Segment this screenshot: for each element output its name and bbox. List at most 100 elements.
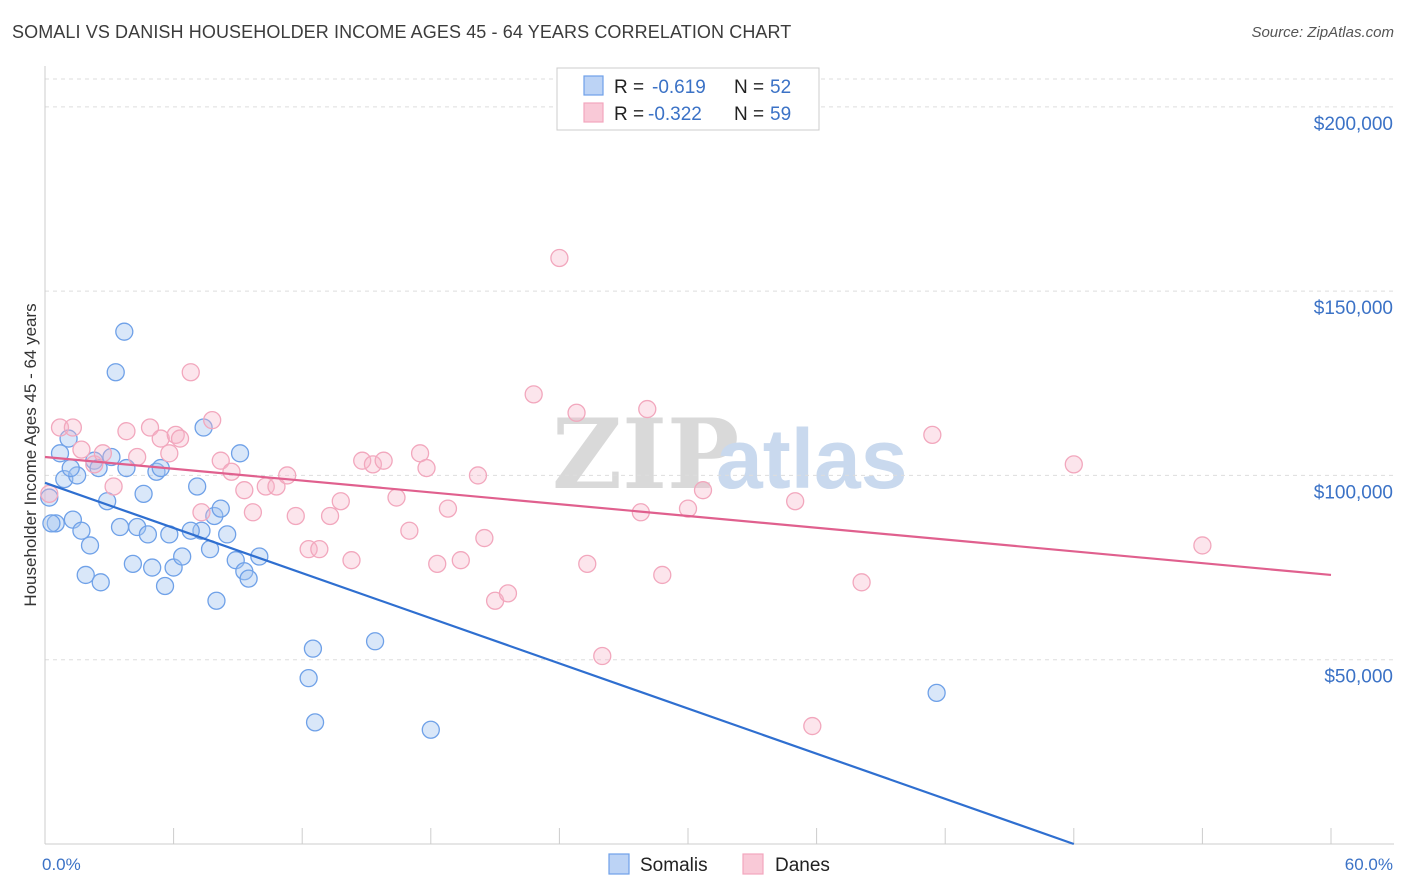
somalis-point-26 (155, 576, 175, 596)
danes-point-54 (786, 492, 805, 511)
danes-r-label: R = (614, 104, 644, 125)
somalis-trend-line (44, 481, 1075, 846)
chart-source: Source: ZipAtlas.com (1251, 24, 1394, 41)
danes-r-value: -0.322 (648, 104, 702, 125)
legend-danes-swatch-icon (742, 853, 764, 875)
stats-legend: R = -0.619 N = 52 R = -0.322 N = 59 (556, 67, 820, 131)
somalis-point-12 (91, 573, 110, 592)
somalis-point-19 (123, 554, 143, 574)
somalis-point-22 (138, 525, 158, 544)
watermark: ZIP atlas (552, 398, 907, 511)
somalis-point-9 (80, 536, 100, 555)
danes-n-value: 59 (770, 104, 791, 125)
y-tick-label-2: $150,000 (1314, 298, 1393, 319)
danes-point-8 (128, 447, 147, 467)
somalis-point-48 (927, 683, 946, 703)
somalis-point-6 (68, 466, 87, 485)
danes-point-33 (387, 488, 406, 507)
somalis-n-label: N = (734, 77, 764, 98)
tick-labels: $50,000 $100,000 $150,000 $200,000 0.0% 60.0% (42, 114, 1393, 874)
danes-n-label: N = (734, 104, 764, 125)
danes-point-28 (331, 492, 350, 511)
danes-point-7 (117, 422, 136, 441)
danes-trend-line (44, 455, 1332, 577)
somalis-point-46 (365, 632, 385, 651)
y-tick-label-0: $50,000 (1324, 667, 1393, 688)
somalis-point-29 (173, 547, 192, 566)
legend-somalis-label: Somalis (640, 855, 708, 876)
somalis-point-30 (188, 477, 207, 496)
danes-point-20 (243, 503, 263, 522)
somalis-n-value: 52 (770, 77, 791, 98)
danes-point-30 (353, 451, 372, 470)
danes-point-19 (235, 481, 254, 500)
danes-point-40 (468, 466, 488, 485)
danes-point-34 (400, 521, 419, 540)
somalis-point-7 (72, 521, 91, 540)
somalis-point-49 (42, 514, 61, 533)
danes-point-57 (923, 425, 942, 445)
series-legend: Somalis Danes (608, 853, 830, 876)
danes-point-26 (310, 539, 329, 559)
somalis-point-20 (128, 517, 147, 537)
danes-point-10 (151, 429, 170, 448)
danes-point-48 (593, 646, 612, 666)
somalis-point-15 (106, 363, 125, 382)
somalis-point-39 (230, 444, 250, 463)
danes-point-38 (438, 499, 458, 518)
somalis-point-41 (239, 569, 258, 588)
danes-point-16 (203, 410, 222, 430)
danes-point-45 (550, 248, 569, 268)
danes-point-3 (72, 440, 91, 459)
danes-point-0 (40, 484, 59, 504)
somalis-point-45 (305, 713, 325, 732)
y-tick-label-3: $200,000 (1314, 114, 1393, 135)
danes-point-43 (498, 584, 518, 603)
somalis-point-35 (207, 591, 226, 610)
danes-point-13 (170, 429, 190, 448)
somalis-point-16 (110, 517, 130, 537)
axes (44, 66, 1394, 845)
danes-point-11 (160, 444, 179, 463)
somalis-point-23 (143, 558, 162, 577)
danes-point-27 (320, 506, 340, 526)
somalis-point-37 (218, 525, 237, 544)
danes-point-37 (428, 554, 447, 574)
watermark-atlas-text: atlas (716, 412, 907, 506)
somalis-point-42 (250, 547, 269, 566)
somalis-point-17 (115, 322, 134, 341)
danes-point-14 (181, 363, 200, 382)
danes-point-50 (638, 399, 657, 419)
danes-point-9 (140, 418, 160, 437)
danes-point-18 (222, 462, 241, 481)
danes-point-52 (678, 499, 698, 518)
danes-point-32 (374, 451, 393, 470)
danes-point-1 (50, 418, 70, 437)
somalis-point-21 (134, 484, 153, 504)
danes-point-56 (852, 573, 871, 592)
danes-point-17 (211, 451, 230, 470)
somalis-point-36 (211, 499, 230, 518)
chart-title: SOMALI VS DANISH HOUSEHOLDER INCOME AGES… (12, 22, 792, 42)
somalis-r-label: R = (614, 77, 644, 98)
somalis-point-1 (46, 514, 65, 533)
danes-point-51 (653, 565, 672, 585)
legend-somalis-swatch-icon (608, 853, 630, 875)
danes-swatch-icon (583, 102, 604, 123)
danes-point-46 (567, 403, 586, 422)
danes-point-5 (93, 444, 113, 463)
somalis-point-44 (303, 639, 323, 658)
danes-point-58 (1064, 455, 1083, 474)
danes-point-6 (104, 477, 123, 496)
danes-point-59 (1193, 536, 1212, 555)
danes-point-31 (363, 455, 383, 474)
somalis-r-value: -0.619 (652, 77, 706, 98)
danes-point-41 (475, 528, 494, 548)
x-tick-label-right: 60.0% (1345, 855, 1393, 874)
danes-point-36 (417, 458, 436, 478)
y-tick-label-1: $100,000 (1314, 482, 1393, 503)
legend-danes-label: Danes (775, 855, 830, 876)
danes-point-44 (524, 385, 543, 404)
danes-point-39 (451, 551, 470, 570)
